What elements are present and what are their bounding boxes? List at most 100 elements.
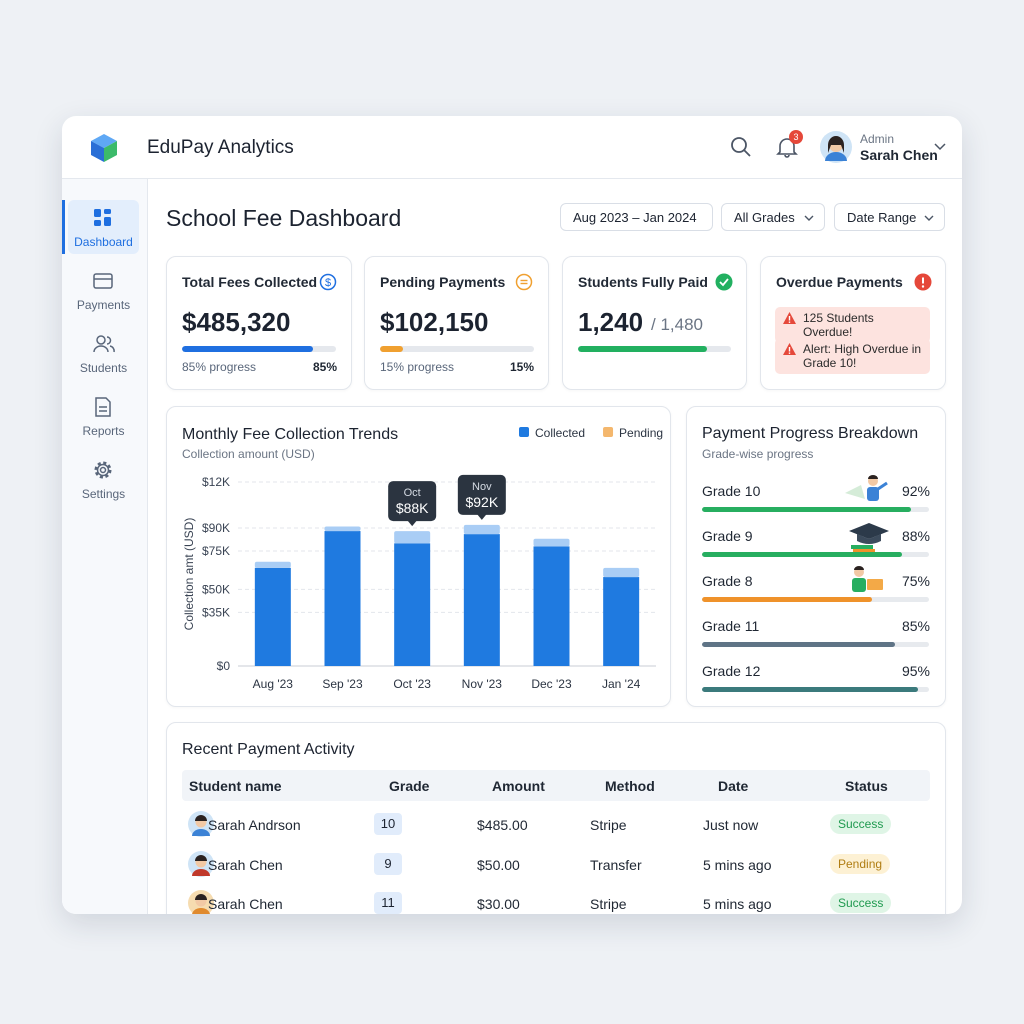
breakdown-card: Payment Progress Breakdown Grade-wise pr… (686, 406, 946, 707)
kpi-card: Total Fees Collected $ $485,320 85% prog… (166, 256, 352, 390)
table-cell: $30.00 (477, 896, 520, 912)
table-cell: Sarah Chen (208, 896, 283, 912)
y-tick-label: $0 (217, 659, 231, 673)
kpi-title: Pending Payments (380, 274, 506, 290)
grade-badge: 9 (374, 852, 402, 875)
sidebar: Dashboard Payments Students Reports Sett… (62, 179, 148, 914)
kpi-title: Overdue Payments (776, 274, 903, 290)
column-header: Grade (389, 778, 430, 794)
kpi-title: Students Fully Paid (578, 274, 708, 290)
alert-text: Alert: High Overdue in Grade 10! (803, 342, 922, 370)
warning-icon (783, 343, 796, 355)
bar-segment (603, 567, 640, 578)
range-filter[interactable]: Date Range (834, 203, 945, 231)
table-cell: Sarah Andrson (208, 817, 301, 833)
user-avatar[interactable] (820, 131, 852, 163)
nav-label: Students (79, 361, 128, 375)
chart-title: Monthly Fee Collection Trends (182, 426, 398, 443)
nav-reports[interactable]: Reports (68, 389, 139, 443)
payments-icon (93, 273, 113, 289)
dollar-icon: $ (319, 273, 337, 291)
column-header: Amount (492, 778, 545, 794)
grade-filter[interactable]: All Grades (721, 203, 825, 231)
nav-dashboard[interactable]: Dashboard (68, 200, 139, 254)
check-icon (715, 273, 733, 291)
alert-box: Alert: High Overdue in Grade 10! (775, 338, 930, 374)
grade-label: Grade 9 (702, 528, 753, 544)
tooltip-pointer (407, 520, 418, 527)
table-cell: Sarah Chen (208, 856, 283, 873)
progress-percent: 85% (312, 360, 337, 374)
status-pill: Success (830, 814, 892, 834)
chart-card: Monthly Fee Collection Trends Collection… (166, 406, 671, 707)
top-bar: EduPay Analytics 3 Admin Sarah Chen (62, 116, 962, 179)
progress-track (702, 642, 929, 647)
progress-percent: 15% (509, 360, 534, 374)
tooltip-title: Nov (472, 481, 492, 493)
svg-text:$: $ (325, 277, 331, 289)
filter-label: Date Range (847, 210, 917, 225)
x-tick-label: Nov '23 (462, 677, 503, 691)
tooltip-pointer (476, 513, 487, 520)
progress-bar (702, 687, 918, 692)
bar-segment (463, 524, 500, 535)
reports-icon (95, 397, 111, 417)
nav-label: Reports (82, 424, 125, 438)
notification-badge: 3 (789, 130, 803, 144)
table-cell: Transfer (590, 856, 642, 873)
x-tick-label: Jan '24 (602, 677, 641, 691)
nav-payments[interactable]: Payments (68, 263, 139, 317)
x-tick-label: Aug '23 (253, 677, 294, 691)
progress-track (702, 687, 929, 692)
table-cell: $50.00 (477, 856, 520, 873)
nav-students[interactable]: Students (68, 326, 139, 380)
date-filter[interactable]: Aug 2023 – Jan 2024 (560, 203, 713, 231)
kpi-card: Students Fully Paid 1,240 / 1,480 (562, 256, 747, 390)
progress-label: 85% progress (182, 360, 257, 374)
tooltip-value: $88K (396, 500, 429, 516)
active-indicator (62, 200, 65, 254)
alert-text: 125 Students Overdue! (803, 311, 874, 339)
bar-segment (254, 561, 291, 568)
table-header: Student name Grade Amount Method Date St… (182, 770, 930, 801)
progress-bar (702, 552, 902, 557)
tooltip-value: $92K (465, 494, 498, 510)
kpi-title: Total Fees Collected (182, 274, 318, 290)
user-menu-chevron[interactable] (934, 143, 946, 151)
user-name[interactable]: Sarah Chen (860, 147, 938, 163)
progress-track (702, 552, 929, 557)
tooltip (457, 474, 506, 515)
nav-label: Dashboard (74, 235, 133, 249)
grade-label: Grade 8 (702, 573, 753, 589)
progress-label: 15% progress (380, 360, 455, 374)
student-avatar (188, 811, 214, 837)
x-tick-label: Sep '23 (322, 677, 363, 691)
kpi-total: / 1,480 (651, 315, 703, 334)
student-avatar (188, 890, 214, 914)
progress-bar (182, 346, 313, 352)
breakdown-title: Payment Progress Breakdown (702, 425, 919, 442)
grade-percent: 88% (901, 528, 930, 544)
progress-bar (380, 346, 404, 352)
column-header: Status (845, 778, 888, 794)
filter-label: Aug 2023 – Jan 2024 (573, 210, 697, 225)
table-cell: Stripe (590, 896, 627, 912)
legend-label: Pending (619, 426, 663, 440)
table-cell: Stripe (590, 817, 627, 833)
warning-icon (783, 312, 796, 324)
progress-track (702, 597, 929, 602)
search-icon[interactable] (730, 136, 752, 158)
progress-bar (702, 507, 911, 512)
alert-box: 125 Students Overdue! (775, 307, 930, 343)
dashboard-icon (94, 209, 111, 226)
bar-segment (533, 546, 570, 666)
grade-label: Grade 11 (702, 618, 760, 634)
nav-settings[interactable]: Settings (68, 452, 139, 506)
user-role: Admin (860, 132, 895, 146)
x-tick-label: Dec '23 (531, 677, 572, 691)
status-pill: Success (830, 893, 892, 913)
bar-segment (533, 538, 570, 547)
column-header: Method (605, 778, 655, 794)
settings-icon (94, 461, 112, 479)
